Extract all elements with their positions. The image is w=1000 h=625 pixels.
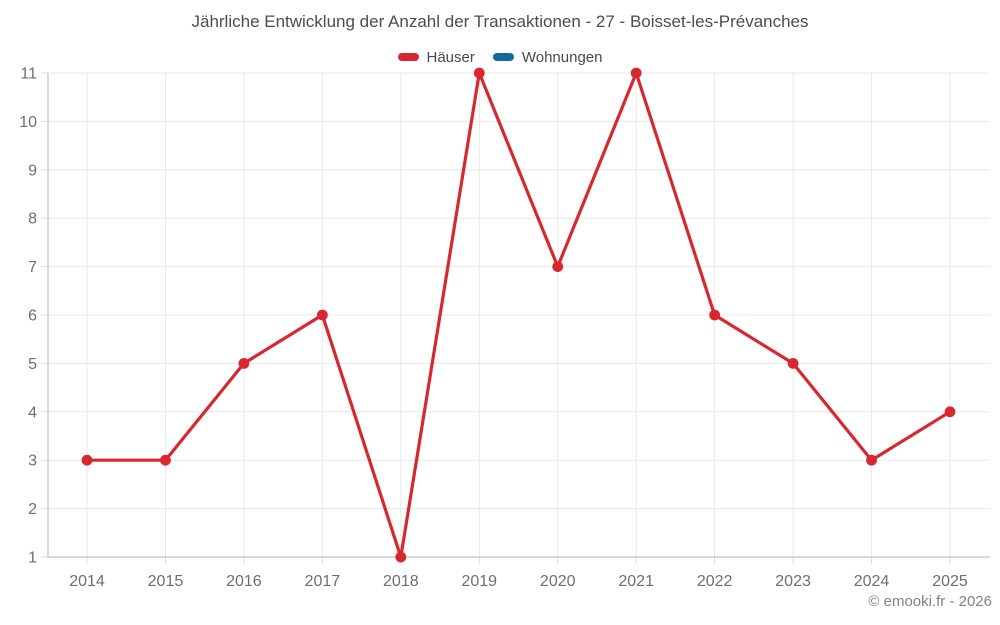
x-axis-label: 2022 (697, 573, 733, 590)
data-point-marker[interactable] (866, 454, 877, 466)
x-axis-label: 2024 (854, 573, 890, 590)
copyright-text: © emooki.fr - 2026 (868, 593, 992, 610)
x-axis-label: 2019 (461, 573, 497, 590)
x-axis-label: 2018 (383, 573, 419, 590)
y-axis-label: 1 (28, 550, 37, 567)
y-axis-label: 7 (28, 259, 37, 276)
legend-swatch-wohnungen (492, 53, 514, 61)
data-point-marker[interactable] (709, 309, 721, 321)
x-axis-label: 2025 (932, 573, 968, 590)
data-point-marker[interactable] (787, 358, 799, 369)
data-point-marker[interactable] (395, 551, 407, 563)
legend-item-wohnungen[interactable]: Wohnungen (492, 48, 603, 66)
data-point-marker[interactable] (630, 67, 642, 79)
x-axis-label: 2020 (540, 573, 576, 590)
data-point-marker[interactable] (160, 454, 171, 466)
data-point-marker[interactable] (316, 309, 328, 321)
y-axis-label: 9 (28, 162, 37, 179)
y-axis-label: 2 (28, 501, 37, 518)
data-point-marker[interactable] (473, 67, 485, 79)
data-point-marker[interactable] (238, 358, 250, 369)
data-point-marker[interactable] (944, 406, 956, 418)
series-line (85, 71, 952, 559)
chart-legend: Häuser Wohnungen (0, 47, 1000, 67)
legend-item-haeuser[interactable]: Häuser (397, 48, 475, 66)
y-axis-label: 8 (28, 211, 37, 228)
legend-label-haeuser: Häuser (426, 48, 475, 66)
y-axis-label: 4 (28, 404, 37, 421)
x-axis-label: 2021 (618, 573, 654, 590)
chart-title: Jährliche Entwicklung der Anzahl der Tra… (191, 12, 809, 31)
x-axis-label: 2023 (775, 573, 811, 590)
y-axis-label: 6 (28, 308, 37, 325)
legend-label-wohnungen: Wohnungen (521, 48, 603, 66)
legend-swatch-haeuser (397, 53, 419, 61)
x-axis-label: 2014 (69, 573, 105, 590)
y-axis-label: 10 (19, 114, 37, 131)
y-axis-label: 5 (28, 356, 37, 373)
data-point-marker[interactable] (552, 261, 564, 272)
data-point-marker[interactable] (81, 454, 93, 466)
y-axis-label: 3 (28, 453, 37, 470)
y-axis-label: 11 (20, 66, 37, 83)
x-axis-label: 2015 (148, 573, 184, 590)
x-axis-label: 2016 (226, 573, 262, 590)
x-axis-label: 2017 (305, 573, 341, 590)
